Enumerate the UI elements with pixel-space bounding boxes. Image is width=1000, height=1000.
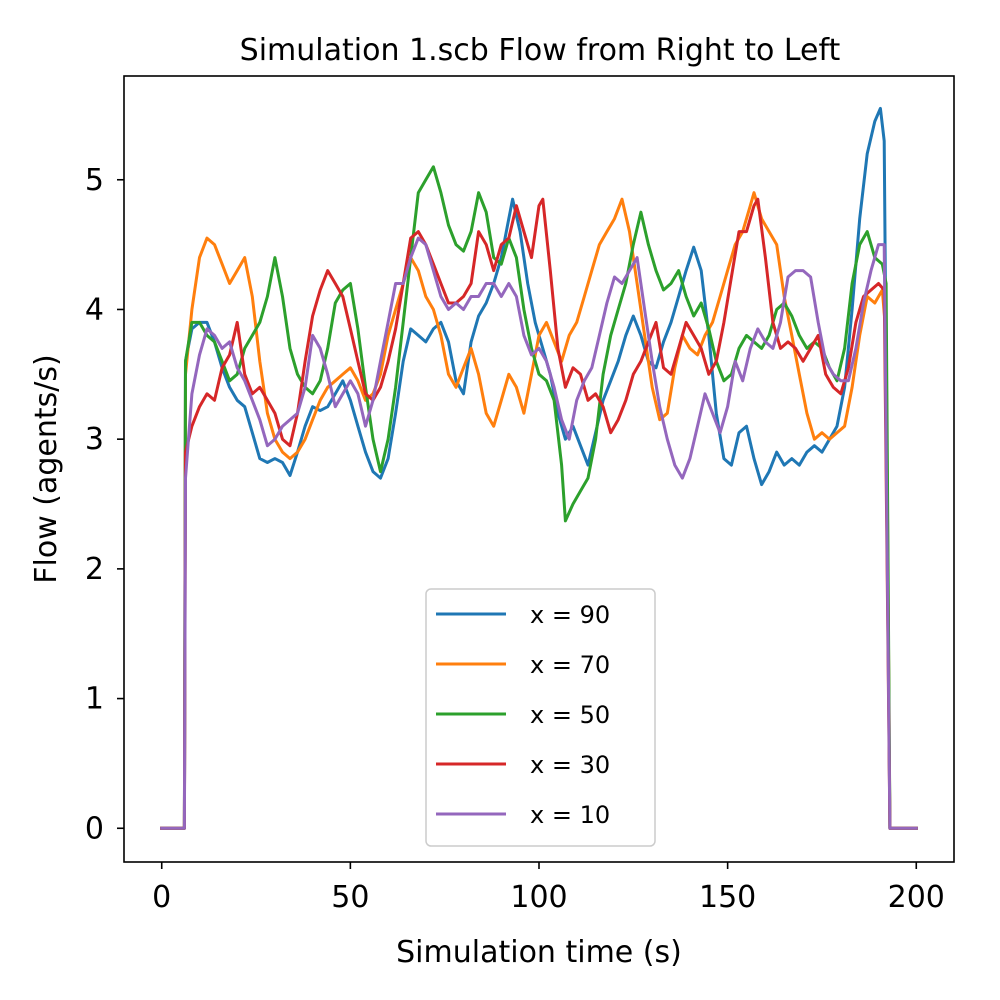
y-axis-label: Flow (agents/s): [29, 354, 64, 583]
y-tick-label: 5: [85, 163, 104, 198]
y-tick-label: 1: [85, 682, 104, 717]
x-axis: 0 50 100 150 200: [152, 862, 945, 915]
plot-area: [160, 106, 918, 830]
y-tick-label: 2: [85, 552, 104, 587]
legend-box: [425, 588, 656, 847]
y-axis: 0 1 2 3 4 5: [85, 163, 124, 846]
y-tick-label: 4: [85, 292, 104, 327]
chart-title: Simulation 1.scb Flow from Right to Left: [240, 33, 841, 68]
legend-label-1: x = 90: [530, 601, 610, 629]
series-line-4: [160, 197, 918, 830]
series-line-1: [160, 106, 918, 830]
legend-label-4: x = 30: [530, 751, 610, 779]
x-tick-label: 50: [331, 880, 369, 915]
series-line-3: [160, 165, 918, 830]
x-tick-label: 0: [152, 880, 171, 915]
legend-label-5: x = 10: [530, 801, 610, 829]
series-line-2: [160, 191, 918, 830]
legend-label-3: x = 50: [530, 701, 610, 729]
x-tick-label: 200: [888, 880, 945, 915]
y-tick-label: 0: [85, 811, 104, 846]
legend: x = 90 x = 70 x = 50 x = 30 x = 10: [425, 588, 656, 847]
x-tick-label: 100: [510, 880, 567, 915]
legend-label-2: x = 70: [530, 651, 610, 679]
x-tick-label: 150: [699, 880, 756, 915]
series-line-5: [160, 236, 918, 830]
x-axis-label: Simulation time (s): [396, 935, 682, 970]
y-tick-label: 3: [85, 422, 104, 457]
